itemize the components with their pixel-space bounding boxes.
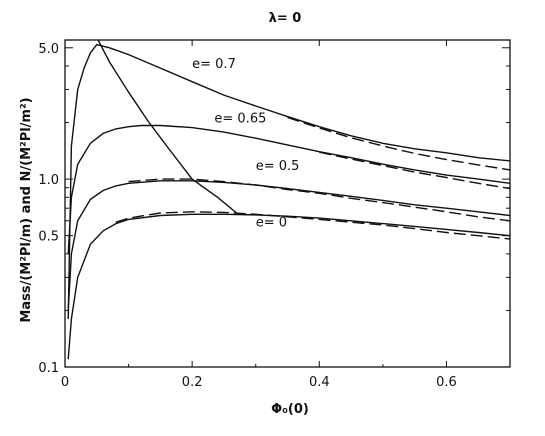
y-tick-label: 0.1	[38, 361, 59, 376]
chart-title: λ= 0	[269, 11, 302, 26]
series-line-e-0-solid-6	[67, 213, 511, 360]
series-line-unlabelled-dashed-1	[287, 116, 511, 171]
series-line-unlabelled-dashed-3	[319, 151, 511, 190]
curve-label-e-0-7: e= 0.7	[192, 57, 236, 72]
curve-label-e-0-65: e= 0.65	[214, 112, 266, 127]
x-axis-label: Φ₀(0)	[271, 402, 309, 417]
series-line-unlabelled-solid-8	[97, 39, 238, 214]
curve-label-e-0: e= 0	[256, 215, 287, 230]
series-line-unlabelled-dashed-7	[115, 211, 511, 240]
series-line-unlabelled-dashed-5	[128, 178, 511, 222]
series-line-e-0-65-solid-2	[67, 124, 511, 254]
curve-label-e-0-5: e= 0.5	[256, 159, 300, 174]
series-line-e-0-7-solid-0	[67, 43, 511, 320]
x-tick-label: 0.6	[436, 375, 457, 390]
series-line-e-0-5-solid-4	[67, 180, 511, 311]
y-tick-label: 5.0	[38, 42, 59, 57]
plot-frame	[64, 39, 511, 368]
x-tick-label: 0	[61, 375, 69, 390]
curves-layer	[67, 39, 511, 360]
ticks-layer: 0 0.2 0.4 0.6 0.1 0.5 1.0 5.0	[38, 40, 510, 390]
annotations-layer: e= 0.7 e= 0.65 e= 0.5 e= 0	[192, 57, 299, 230]
x-tick-label: 0.2	[182, 375, 203, 390]
y-tick-label: 0.5	[38, 230, 59, 245]
y-axis-label: Mass/(M²Pl/m) and N/(M²Pl/m²)	[19, 97, 34, 322]
y-tick-label: 1.0	[38, 173, 59, 188]
x-tick-label: 0.4	[309, 375, 330, 390]
